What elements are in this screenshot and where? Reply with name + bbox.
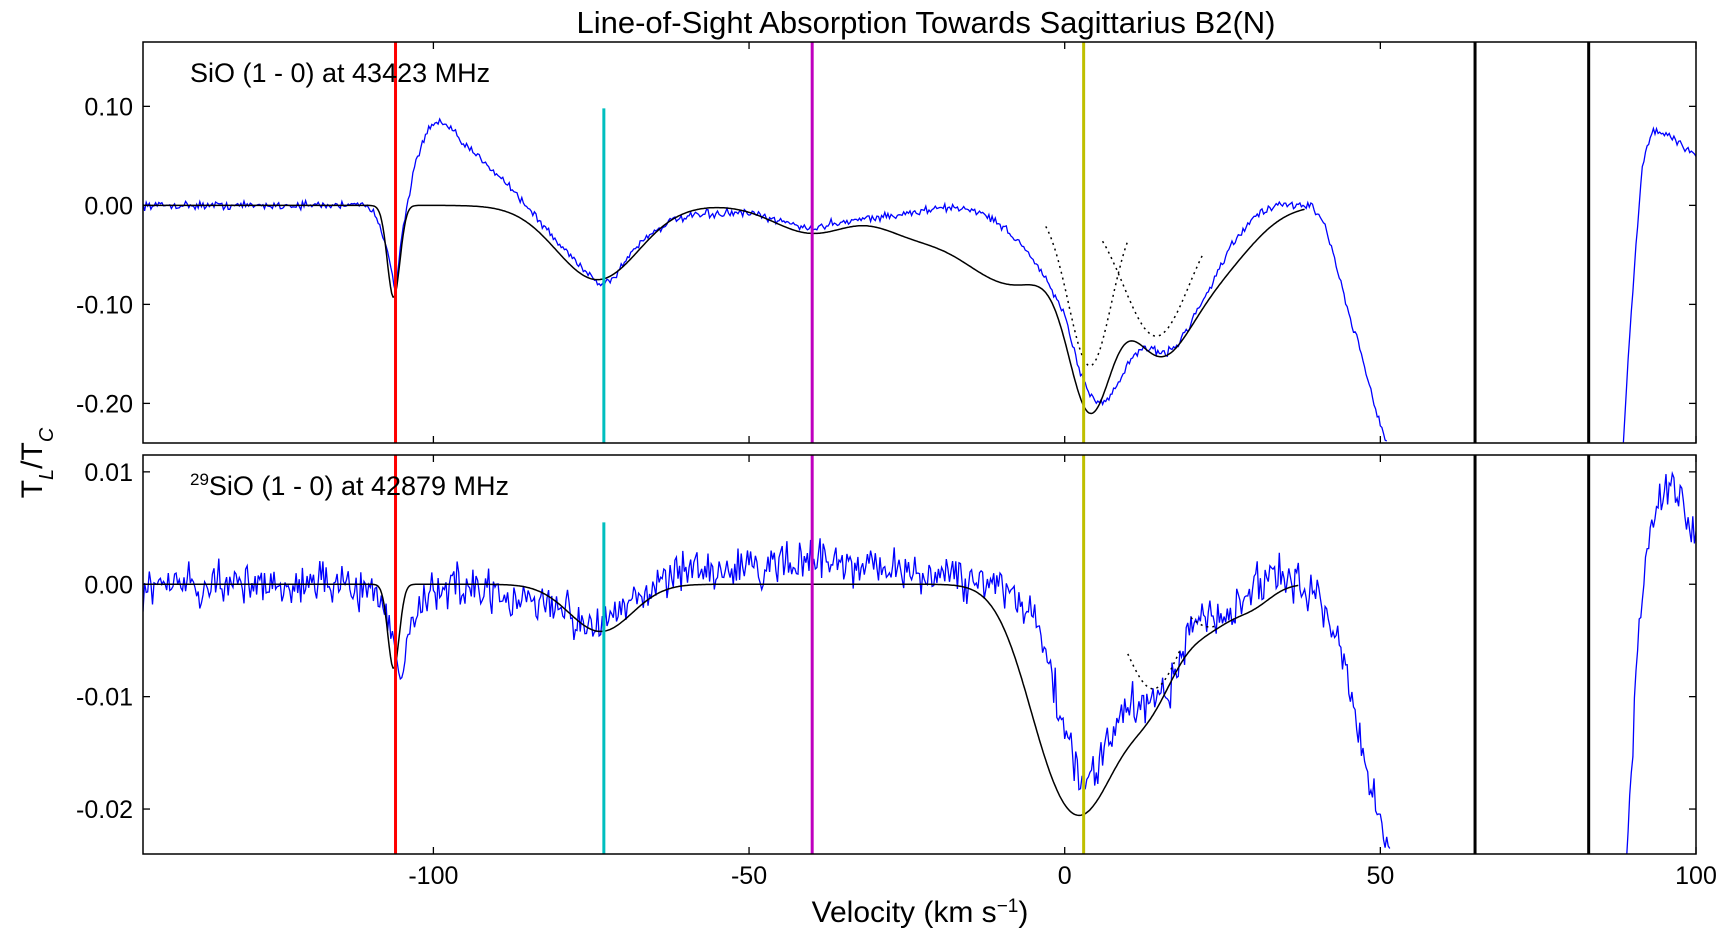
y-axis-label: TL/TC — [16, 427, 58, 498]
panel-label: SiO (1 - 0) at 43423 MHz — [190, 58, 490, 88]
component-line-0 — [1045, 226, 1129, 367]
y-tick-label: 0.00 — [84, 192, 133, 220]
y-tick-label: -0.20 — [76, 390, 133, 418]
panel-label-sup: 29 — [190, 470, 209, 489]
panel-label: 29SiO (1 - 0) at 42879 MHz — [190, 470, 509, 501]
component-line-1 — [1101, 240, 1205, 337]
x-tick-label: 100 — [1675, 862, 1717, 890]
fit-line — [143, 204, 1305, 415]
spectrum-line-0 — [143, 117, 1388, 442]
spectrum-line-1 — [1622, 126, 1696, 443]
y-tick-label: 0.10 — [84, 93, 133, 121]
x-axis: -100 -50 0 50 100 — [408, 862, 1716, 890]
panel-29sio: 0.01 0.00 -0.01 -0.02 29SiO (1 - 0) at 42879… — [76, 454, 1697, 855]
spectrum-line-1 — [1626, 470, 1696, 854]
plot-frame — [142, 41, 1697, 444]
x-tick-label: -50 — [731, 862, 767, 890]
spectrum-line-0 — [143, 538, 1391, 849]
chart-title: Line-of-Sight Absorption Towards Sagitta… — [577, 5, 1276, 40]
x-tick-label: 0 — [1058, 862, 1072, 890]
x-tick-label: 50 — [1366, 862, 1394, 890]
y-tick-label: 0.00 — [84, 571, 133, 599]
y-tick-label: 0.01 — [84, 459, 133, 487]
y-tick-label: -0.02 — [76, 796, 133, 824]
x-axis-label: Velocity (km s−1) — [812, 896, 1029, 930]
y-tick-label: -0.10 — [76, 291, 133, 319]
plot-frame — [142, 454, 1697, 855]
panel-sio: 0.10 0.00 -0.10 -0.20 SiO (1 - 0) at 43423 M… — [76, 41, 1697, 444]
x-tick-label: -100 — [408, 862, 458, 890]
panel-label-text: SiO (1 - 0) at 42879 MHz — [209, 471, 509, 501]
fit-line — [143, 583, 1299, 817]
y-tick-label: -0.01 — [76, 684, 133, 712]
